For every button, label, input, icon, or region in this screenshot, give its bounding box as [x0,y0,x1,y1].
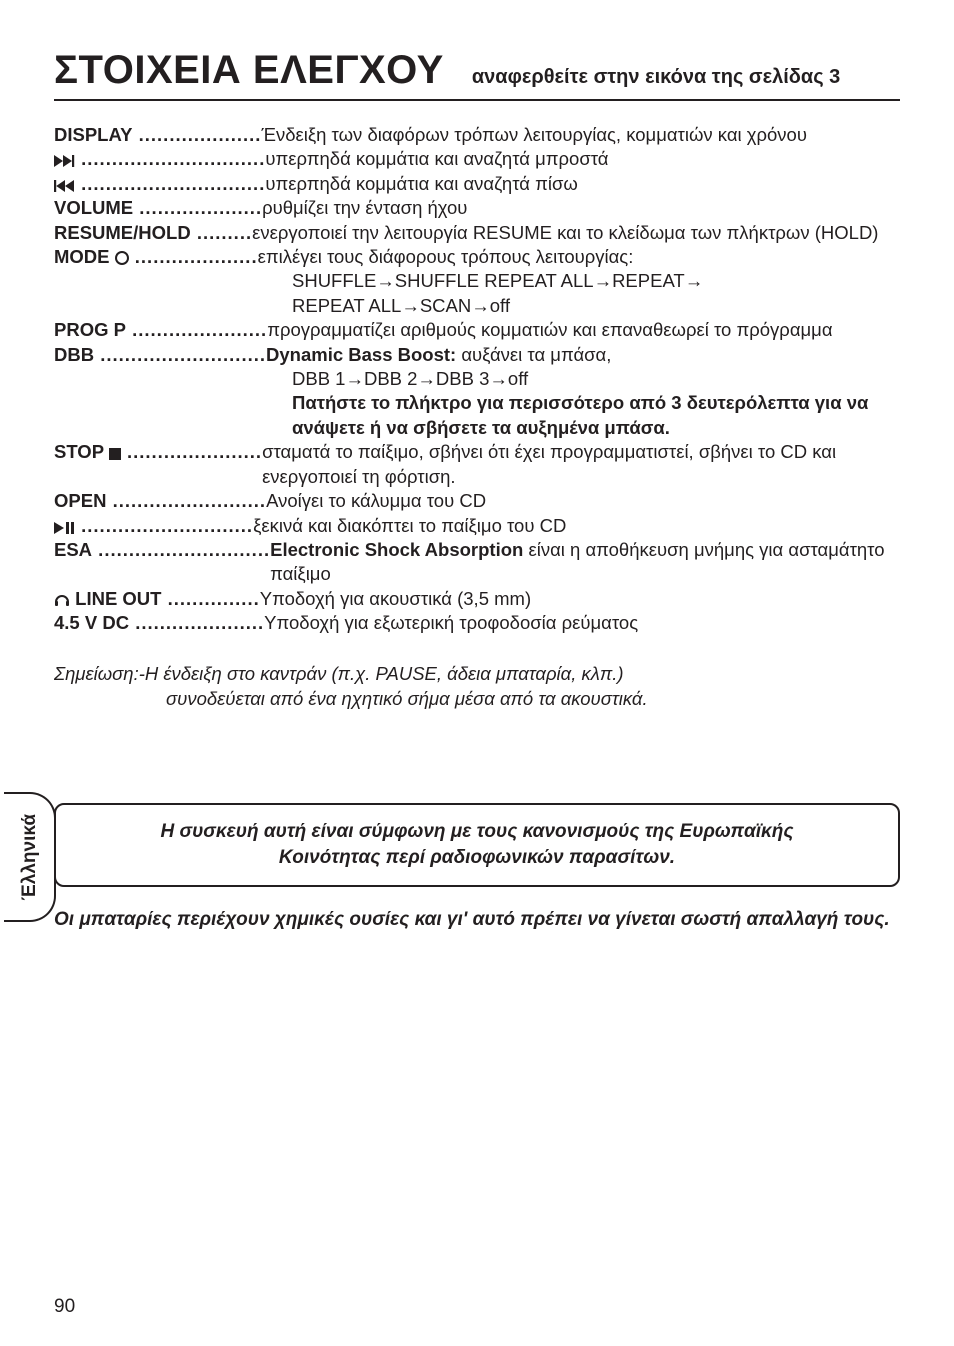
compliance-line-1: Η συσκευή αυτή είναι σύμφωνη με τους καν… [78,819,876,845]
control-row: STOP ......................σταματά το πα… [54,440,900,489]
control-desc: Electronic Shock Absorption είναι η αποθ… [270,538,900,587]
control-desc: ρυθμίζει την ένταση ήχου [262,196,467,220]
control-desc: επιλέγει τους διάφορους τρόπους λειτουργ… [258,245,634,269]
control-term: 4.5 V DC ..................... [54,611,264,635]
control-row: ESA ............................Electron… [54,538,900,587]
control-row: ..............................υπερπηδά κ… [54,172,900,196]
control-row: DISPLAY ....................Ένδειξη των … [54,123,900,147]
control-row: LINE OUT ...............Υποδοχή για ακου… [54,587,900,611]
page-number: 90 [54,1296,75,1318]
control-desc-extra: DBB 1→DBB 2→DBB 3→off [54,367,900,391]
footnote-line1: Η ένδειξη στο καντράν (π.χ. PAUSE, άδεια… [145,663,624,684]
control-row: RESUME/HOLD .........ενεργοποιεί την λει… [54,221,900,245]
battery-note: Οι μπαταρίες περιέχουν χημικές ουσίες κα… [54,907,900,933]
language-label: Έλληνικά [17,814,41,900]
footnote-line2: συνοδεύεται από ένα ηχητικό σήμα μέσα απ… [54,687,900,712]
page-title: ΣΤΟΙΧΕΙΑ ΕΛΕΓΧΟΥ [54,48,444,93]
control-term: STOP ...................... [54,440,262,489]
control-desc: Υποδοχή για εξωτερική τροφοδοσία ρεύματο… [264,611,638,635]
control-desc: Ανοίγει το κάλυμμα του CD [266,489,486,513]
control-row: MODE ....................επιλέγει τους δ… [54,245,900,269]
control-desc: υπερπηδά κομμάτια και αναζητά πίσω [265,172,578,196]
control-term: .............................. [54,147,265,171]
footnote: Σημείωση:-Η ένδειξη στο καντράν (π.χ. PA… [54,662,900,712]
control-term: DBB ........................... [54,343,266,367]
control-row: DBB ...........................Dynamic B… [54,343,900,367]
control-row: ..............................υπερπηδά κ… [54,147,900,171]
control-desc-extra: SHUFFLE→SHUFFLE REPEAT ALL→REPEAT→ [54,269,900,293]
control-desc: σταματά το παίξιμο, σβήνει ότι έχει προγ… [262,440,900,489]
control-row: VOLUME ....................ρυθμίζει την … [54,196,900,220]
control-term: ............................ [54,514,253,538]
control-row: OPEN .........................Ανοίγει το… [54,489,900,513]
control-row: ............................ξεκινά και δ… [54,514,900,538]
compliance-line-2: Κοινότητας περί ραδιοφωνικών παρασίτων. [78,845,876,871]
control-desc: προγραμματίζει αριθμούς κομματιών και επ… [267,318,832,342]
control-term: .............................. [54,172,265,196]
control-term: ESA ............................ [54,538,270,587]
page-header: ΣΤΟΙΧΕΙΑ ΕΛΕΓΧΟΥ αναφερθείτε στην εικόνα… [54,48,900,101]
control-term: VOLUME .................... [54,196,262,220]
footnote-lead: Σημείωση:- [54,663,145,684]
page-subtitle: αναφερθείτε στην εικόνα της σελίδας 3 [472,66,840,89]
control-term: MODE .................... [54,245,258,269]
control-desc: Υποδοχή για ακουστικά (3,5 mm) [260,587,531,611]
control-desc: Ένδειξη των διαφόρων τρόπων λειτουργίας,… [261,123,807,147]
control-term: LINE OUT ............... [54,587,260,611]
control-row: 4.5 V DC .....................Υποδοχή γι… [54,611,900,635]
control-term: OPEN ......................... [54,489,266,513]
control-desc: ξεκινά και διακόπτει το παίξιμο του CD [253,514,566,538]
controls-list: DISPLAY ....................Ένδειξη των … [54,123,900,636]
control-desc-extra: REPEAT ALL→SCAN→off [54,294,900,318]
control-desc: Dynamic Bass Boost: αυξάνει τα μπάσα, [266,343,611,367]
compliance-box: Η συσκευή αυτή είναι σύμφωνη με τους καν… [54,803,900,886]
control-term: RESUME/HOLD ......... [54,221,252,245]
control-desc: ενεργοποιεί την λειτουργία RESUME και το… [252,221,878,245]
control-term: DISPLAY .................... [54,123,261,147]
control-term: PROG P ...................... [54,318,267,342]
control-row: PROG P ......................προγραμματί… [54,318,900,342]
control-desc-extra-bold: Πατήστε το πλήκτρο για περισσότερο από 3… [54,391,900,440]
language-side-tab: Έλληνικά [4,792,56,922]
control-desc: υπερπηδά κομμάτια και αναζητά μπροστά [265,147,608,171]
